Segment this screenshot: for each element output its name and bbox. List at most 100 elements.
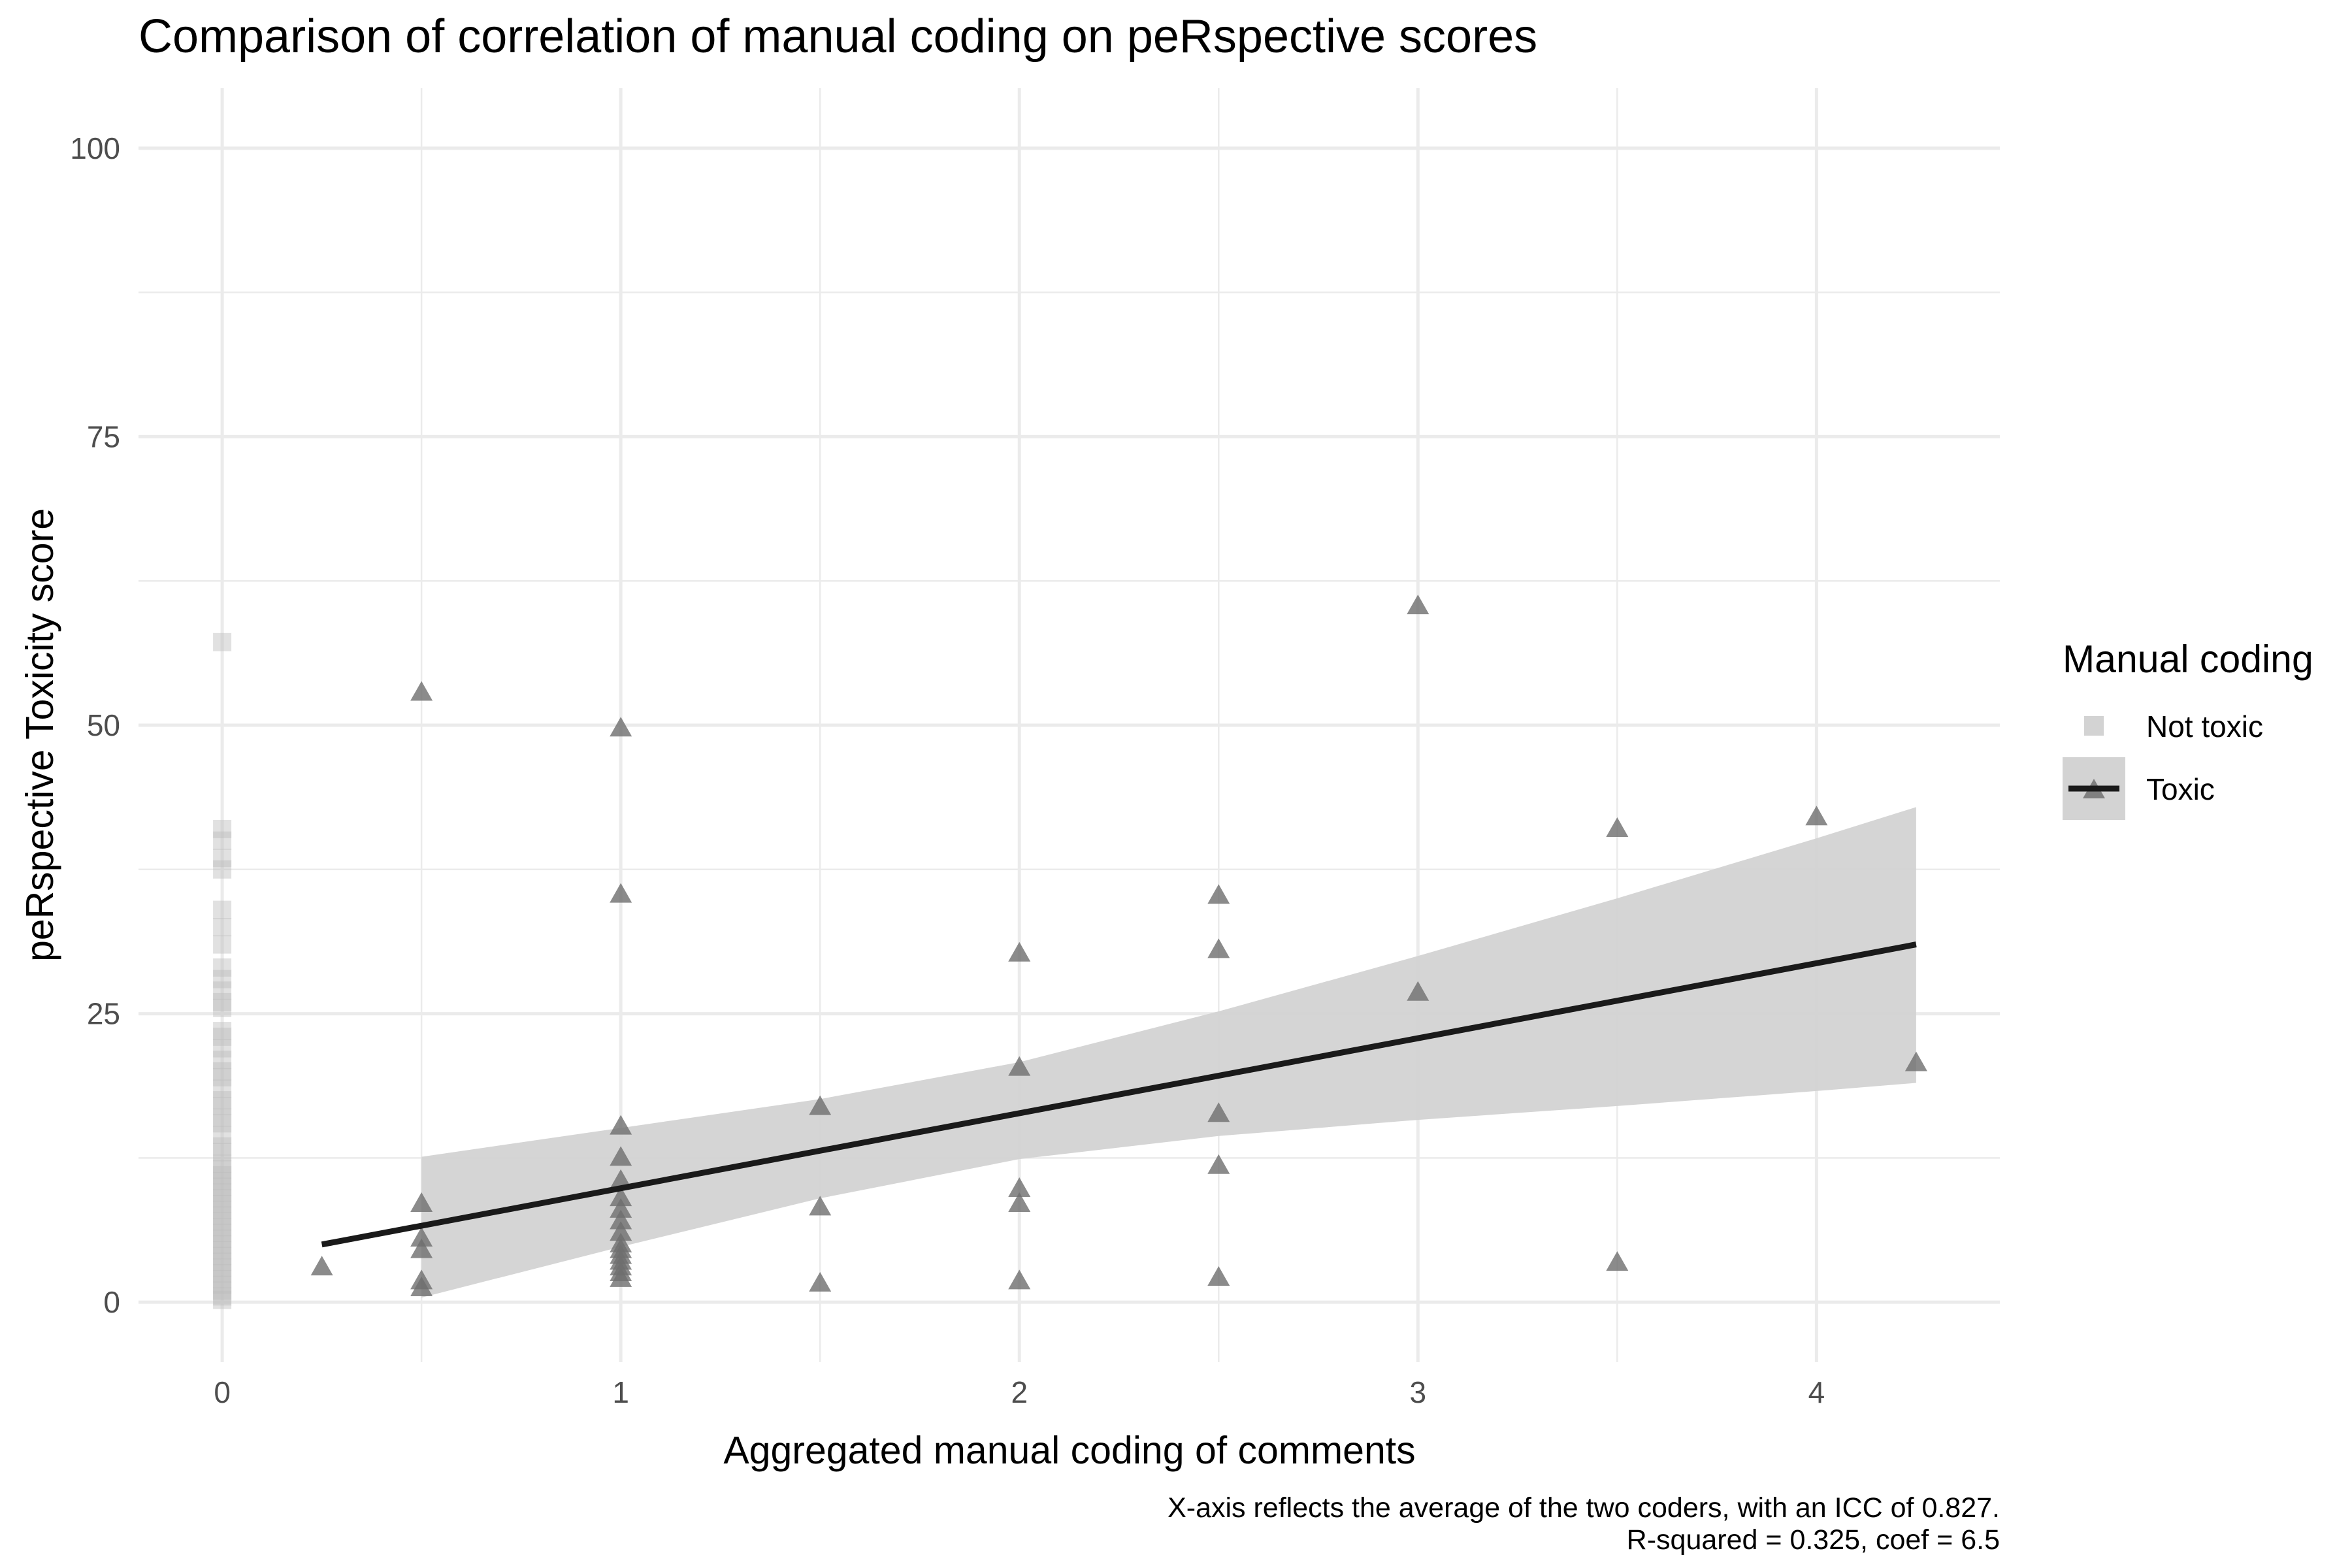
confidence-band	[421, 807, 1916, 1298]
grid-major	[139, 88, 2000, 1362]
fit-line	[321, 941, 1917, 1248]
y-tick-label: 100	[70, 131, 120, 165]
point-not-toxic	[213, 1258, 232, 1277]
point-toxic	[1407, 595, 1429, 615]
point-not-toxic	[213, 1079, 232, 1098]
point-not-toxic	[213, 1143, 232, 1162]
point-toxic	[1904, 1051, 1927, 1071]
chart-title: Comparison of correlation of manual codi…	[139, 10, 1537, 63]
point-not-toxic	[213, 1212, 232, 1231]
y-axis-title: peRspective Toxicity score	[18, 508, 61, 962]
fit-line-path	[321, 941, 1917, 1248]
series-toxic	[310, 595, 1927, 1296]
point-toxic	[610, 1221, 632, 1241]
point-not-toxic	[213, 1264, 232, 1282]
point-toxic	[310, 1256, 333, 1276]
point-not-toxic	[213, 860, 232, 879]
y-axis-ticks: 0 25 50 75 100	[70, 131, 120, 1319]
point-not-toxic	[213, 1114, 232, 1133]
point-toxic	[610, 1267, 632, 1287]
y-tick-label: 75	[87, 419, 120, 453]
point-not-toxic	[213, 1224, 232, 1243]
legend: Manual coding Not toxic Toxic	[2063, 638, 2313, 820]
point-not-toxic	[213, 1091, 232, 1110]
point-toxic	[1207, 1102, 1230, 1122]
point-toxic	[1207, 938, 1230, 958]
point-toxic	[1008, 1192, 1031, 1213]
point-not-toxic	[213, 1022, 232, 1041]
point-not-toxic	[213, 1252, 232, 1271]
point-toxic	[410, 1227, 433, 1247]
point-not-toxic	[213, 1027, 232, 1046]
point-toxic	[610, 1115, 632, 1135]
point-not-toxic	[213, 1290, 232, 1309]
legend-title: Manual coding	[2063, 638, 2313, 681]
confidence-band-area	[421, 807, 1916, 1298]
point-not-toxic	[213, 998, 232, 1017]
point-toxic	[809, 1095, 832, 1115]
caption-line-2: R-squared = 0.325, coef = 6.5	[1627, 1524, 2000, 1556]
point-toxic	[1805, 806, 1828, 826]
x-tick-label: 4	[1808, 1375, 1825, 1409]
point-not-toxic	[213, 1171, 232, 1190]
point-not-toxic	[213, 1195, 232, 1214]
x-tick-label: 0	[214, 1375, 231, 1409]
point-toxic	[610, 717, 632, 737]
point-not-toxic	[213, 1269, 232, 1288]
point-not-toxic	[213, 935, 232, 954]
point-not-toxic	[213, 1189, 232, 1208]
point-not-toxic	[213, 1206, 232, 1225]
point-not-toxic	[213, 1281, 232, 1300]
point-not-toxic	[213, 1230, 232, 1249]
point-toxic	[410, 1238, 433, 1258]
point-not-toxic	[213, 981, 232, 1000]
y-tick-label: 50	[87, 708, 120, 742]
point-toxic	[610, 1209, 632, 1230]
x-tick-label: 1	[612, 1375, 629, 1409]
point-not-toxic	[213, 1137, 232, 1156]
point-not-toxic	[213, 819, 232, 838]
point-toxic	[1606, 1251, 1629, 1271]
point-not-toxic	[213, 1108, 232, 1127]
point-not-toxic	[213, 632, 232, 651]
plot-panel	[139, 88, 2000, 1362]
y-tick-label: 0	[103, 1285, 120, 1319]
point-not-toxic	[213, 849, 232, 868]
point-toxic	[1207, 1266, 1230, 1286]
point-not-toxic	[213, 1275, 232, 1294]
point-toxic	[1008, 941, 1031, 962]
point-toxic	[610, 1198, 632, 1218]
point-toxic	[410, 681, 433, 701]
legend-key-not-toxic-square	[2084, 716, 2104, 736]
point-toxic	[809, 1196, 832, 1216]
point-not-toxic	[213, 958, 232, 977]
series-not-toxic	[213, 632, 232, 1309]
x-tick-label: 3	[1410, 1375, 1427, 1409]
point-not-toxic	[213, 992, 232, 1011]
point-toxic	[610, 1186, 632, 1207]
legend-label-toxic: Toxic	[2146, 772, 2215, 806]
point-not-toxic	[213, 1183, 232, 1202]
point-toxic	[1008, 1269, 1031, 1290]
point-toxic	[1207, 1154, 1230, 1174]
point-not-toxic	[213, 1068, 232, 1086]
x-axis-ticks: 0 1 2 3 4	[214, 1375, 1825, 1409]
point-not-toxic	[213, 970, 232, 988]
legend-label-not-toxic: Not toxic	[2146, 710, 2263, 743]
point-not-toxic	[213, 1287, 232, 1306]
point-not-toxic	[213, 1096, 232, 1115]
point-not-toxic	[213, 1160, 232, 1179]
point-not-toxic	[213, 1218, 232, 1237]
point-not-toxic	[213, 1039, 232, 1058]
point-toxic	[1606, 817, 1629, 837]
point-not-toxic	[213, 831, 232, 850]
point-toxic	[410, 1276, 433, 1296]
point-toxic	[1407, 981, 1429, 1001]
y-tick-label: 25	[87, 997, 120, 1031]
point-not-toxic	[213, 1177, 232, 1196]
point-not-toxic	[213, 1241, 232, 1260]
point-not-toxic	[213, 1235, 232, 1254]
x-axis-title: Aggregated manual coding of comments	[723, 1429, 1415, 1472]
point-not-toxic	[213, 1154, 232, 1173]
